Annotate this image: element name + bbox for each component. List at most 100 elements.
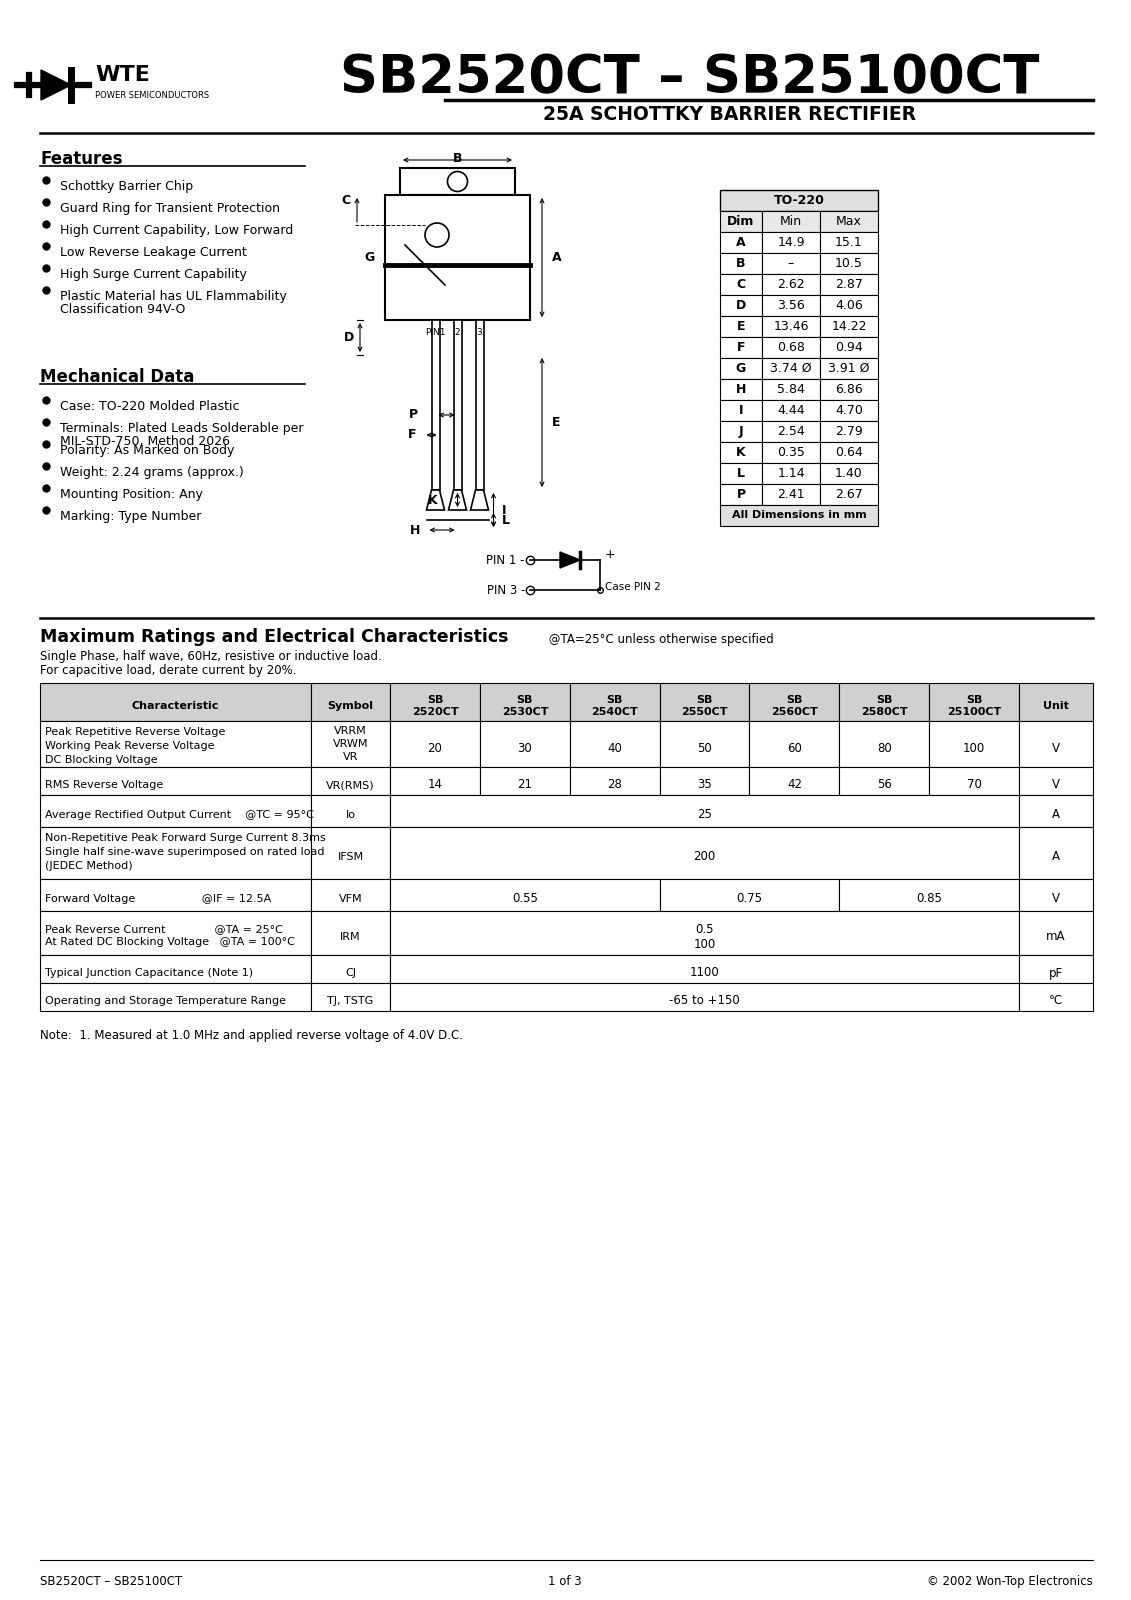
Text: Single Phase, half wave, 60Hz, resistive or inductive load.: Single Phase, half wave, 60Hz, resistive… — [40, 650, 382, 662]
Text: C: C — [736, 278, 745, 291]
Bar — [720, 232, 762, 253]
Bar — [820, 462, 878, 483]
Text: -65 to +150: -65 to +150 — [670, 995, 740, 1008]
Text: WTE: WTE — [95, 66, 150, 85]
Polygon shape — [470, 490, 489, 510]
Text: K: K — [428, 493, 438, 507]
Text: 3.74 Ø: 3.74 Ø — [770, 362, 812, 374]
Text: TJ, TSTG: TJ, TSTG — [327, 995, 373, 1006]
Text: SB: SB — [697, 694, 713, 706]
Bar — [390, 878, 659, 910]
Text: C: C — [340, 194, 349, 206]
Text: VFM: VFM — [338, 894, 362, 904]
Text: 0.64: 0.64 — [835, 446, 863, 459]
Text: +: + — [605, 549, 615, 562]
Text: 25100CT: 25100CT — [947, 707, 1001, 717]
Text: Forward Voltage                   @IF = 12.5A: Forward Voltage @IF = 12.5A — [45, 894, 271, 904]
Text: J: J — [739, 426, 743, 438]
Bar — [454, 320, 461, 490]
Bar — [40, 795, 311, 827]
Text: D: D — [344, 331, 354, 344]
Text: For capacitive load, derate current by 20%.: For capacitive load, derate current by 2… — [40, 664, 296, 677]
Text: Working Peak Reverse Voltage: Working Peak Reverse Voltage — [45, 741, 215, 750]
Bar — [720, 442, 762, 462]
Text: SB2520CT – SB25100CT: SB2520CT – SB25100CT — [40, 1574, 182, 1587]
Text: Max: Max — [836, 214, 862, 227]
Text: Marking: Type Number: Marking: Type Number — [60, 510, 201, 523]
Text: B: B — [452, 152, 463, 165]
Text: A: A — [1052, 808, 1060, 821]
Text: 4.44: 4.44 — [777, 403, 805, 418]
Text: High Current Capability, Low Forward: High Current Capability, Low Forward — [60, 224, 293, 237]
Text: E: E — [552, 416, 561, 429]
Bar — [311, 683, 390, 722]
Bar — [820, 232, 878, 253]
Bar — [820, 442, 878, 462]
Bar — [839, 766, 930, 795]
Bar — [839, 683, 930, 722]
Bar — [720, 338, 762, 358]
Bar — [659, 722, 750, 766]
Text: 0.55: 0.55 — [512, 893, 538, 906]
Bar — [820, 421, 878, 442]
Bar — [762, 442, 820, 462]
Text: Average Rectified Output Current    @TC = 95°C: Average Rectified Output Current @TC = 9… — [45, 810, 314, 819]
Text: High Surge Current Capability: High Surge Current Capability — [60, 267, 247, 282]
Text: VR(RMS): VR(RMS) — [326, 781, 374, 790]
Text: H: H — [411, 523, 421, 536]
Bar — [720, 358, 762, 379]
Text: 2: 2 — [455, 328, 460, 338]
Polygon shape — [426, 490, 444, 510]
Text: 3.91 Ø: 3.91 Ø — [828, 362, 870, 374]
Text: Classification 94V-O: Classification 94V-O — [60, 302, 185, 317]
Text: E: E — [736, 320, 745, 333]
Bar — [40, 683, 311, 722]
Bar — [311, 722, 390, 766]
Text: Operating and Storage Temperature Range: Operating and Storage Temperature Range — [45, 995, 286, 1006]
Bar — [659, 683, 750, 722]
Text: I: I — [739, 403, 743, 418]
Text: Characteristic: Characteristic — [131, 701, 219, 710]
Text: 3: 3 — [476, 328, 483, 338]
Text: Terminals: Plated Leads Solderable per: Terminals: Plated Leads Solderable per — [60, 422, 303, 435]
Text: 28: 28 — [607, 779, 622, 792]
Bar — [480, 766, 570, 795]
Bar — [720, 294, 762, 317]
Bar — [762, 274, 820, 294]
Text: A: A — [736, 235, 745, 250]
Text: 2540CT: 2540CT — [592, 707, 638, 717]
Text: 60: 60 — [787, 741, 802, 755]
Text: F: F — [408, 429, 416, 442]
Text: K: K — [736, 446, 745, 459]
Text: VR: VR — [343, 752, 359, 762]
Bar — [762, 400, 820, 421]
Bar — [720, 211, 762, 232]
Bar — [1019, 683, 1093, 722]
Text: Dim: Dim — [727, 214, 754, 227]
Bar — [762, 379, 820, 400]
Bar — [659, 878, 839, 910]
Text: 1.40: 1.40 — [835, 467, 863, 480]
Text: Guard Ring for Transient Protection: Guard Ring for Transient Protection — [60, 202, 280, 214]
Text: IFSM: IFSM — [337, 851, 363, 862]
Text: A: A — [1052, 851, 1060, 864]
Text: CJ: CJ — [345, 968, 356, 978]
Bar — [390, 827, 1019, 878]
Text: 2580CT: 2580CT — [861, 707, 907, 717]
Text: 1.14: 1.14 — [777, 467, 805, 480]
Text: Case: TO-220 Molded Plastic: Case: TO-220 Molded Plastic — [60, 400, 240, 413]
Bar — [839, 722, 930, 766]
Bar — [762, 483, 820, 506]
Bar — [762, 421, 820, 442]
Bar — [311, 878, 390, 910]
Text: At Rated DC Blocking Voltage   @TA = 100°C: At Rated DC Blocking Voltage @TA = 100°C — [45, 938, 295, 947]
Bar — [720, 379, 762, 400]
Bar — [820, 294, 878, 317]
Circle shape — [448, 171, 467, 192]
Text: P: P — [408, 408, 417, 421]
Text: Single half sine-wave superimposed on rated load: Single half sine-wave superimposed on ra… — [45, 846, 325, 858]
Bar — [762, 358, 820, 379]
Text: 35: 35 — [697, 779, 711, 792]
Bar — [311, 766, 390, 795]
Text: Unit: Unit — [1043, 701, 1069, 710]
